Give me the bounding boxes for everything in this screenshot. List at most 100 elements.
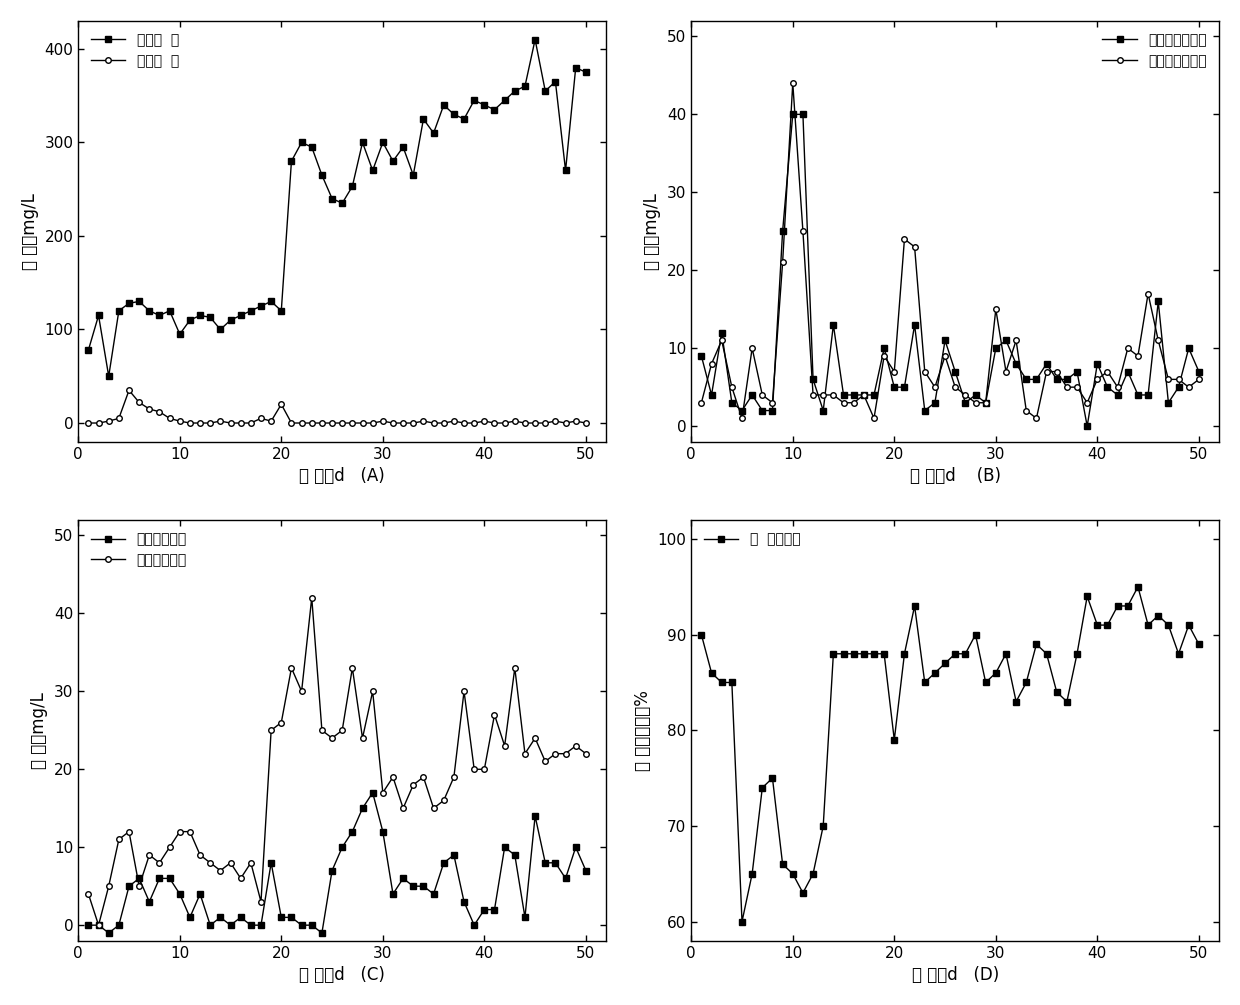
总  氮去除率 [908, 600, 923, 612]
出水确酸盐氮 [405, 779, 420, 791]
进水确酸盐氮 [366, 787, 381, 799]
总  氮去除率 [694, 628, 709, 640]
出水亚确酸盐氮 [1008, 335, 1023, 347]
总  氮去除率 [1121, 600, 1136, 612]
进水氨  氮 [294, 137, 309, 149]
Legend: 进水氨  氮, 出水氨  氮: 进水氨 氮, 出水氨 氮 [86, 28, 185, 73]
总  氮去除率 [704, 667, 719, 679]
出水亚确酸盐氮 [1090, 373, 1105, 385]
进水亚确酸盐氮 [897, 381, 911, 393]
出水确酸盐氮 [568, 740, 583, 752]
进水确酸盐氮 [487, 903, 502, 916]
进水氨  氮 [274, 305, 289, 317]
出水氨  氮 [548, 415, 563, 427]
总  氮去除率 [1110, 600, 1125, 612]
进水氨  氮 [264, 295, 279, 308]
总  氮去除率 [1182, 619, 1197, 631]
出水氨  氮 [325, 417, 340, 429]
总  氮去除率 [1151, 609, 1166, 621]
总  氮去除率 [755, 782, 770, 794]
总  氮去除率 [1070, 648, 1085, 660]
Y-axis label: 浓 度，mg/L: 浓 度，mg/L [31, 691, 48, 769]
进水亚确酸盐氮 [1080, 420, 1095, 432]
总  氮去除率 [734, 916, 749, 928]
总  氮去除率 [897, 648, 911, 660]
总  氮去除率 [1008, 695, 1023, 708]
出水确酸盐氮 [284, 662, 299, 674]
总  氮去除率 [978, 676, 993, 688]
进水确酸盐氮 [264, 857, 279, 869]
出水氨  氮 [396, 417, 410, 429]
出水确酸盐氮 [517, 748, 532, 760]
进水氨  氮 [325, 193, 340, 205]
出水氨  氮 [415, 415, 430, 427]
进水亚确酸盐氮 [928, 397, 942, 409]
出水氨  氮 [81, 417, 95, 429]
总  氮去除率 [887, 734, 901, 746]
进水亚确酸盐氮 [1182, 342, 1197, 354]
总  氮去除率 [1059, 695, 1074, 708]
Legend: 进水确酸盐氮, 出水确酸盐氮: 进水确酸盐氮, 出水确酸盐氮 [86, 527, 192, 573]
进水氨  氮 [497, 94, 512, 107]
总  氮去除率 [988, 667, 1003, 679]
进水确酸盐氮 [131, 872, 146, 884]
进水氨  氮 [415, 113, 430, 125]
进水氨  氮 [558, 165, 573, 177]
进水确酸盐氮 [405, 880, 420, 892]
进水氨  氮 [253, 300, 268, 313]
进水确酸盐氮 [203, 920, 218, 932]
Line: 进水亚确酸盐氮: 进水亚确酸盐氮 [698, 112, 1202, 429]
总  氮去除率 [998, 648, 1013, 660]
出水确酸盐氮 [243, 857, 258, 869]
出水亚确酸盐氮 [1121, 342, 1136, 354]
出水亚确酸盐氮 [857, 389, 872, 401]
出水氨  氮 [294, 417, 309, 429]
出水确酸盐氮 [122, 825, 136, 837]
进水氨  氮 [213, 324, 228, 336]
Legend: 总  氮去除率: 总 氮去除率 [698, 527, 806, 552]
进水氨  氮 [507, 85, 522, 97]
总  氮去除率 [745, 867, 760, 879]
进水氨  氮 [162, 305, 177, 317]
出水亚确酸盐氮 [714, 335, 729, 347]
出水氨  氮 [528, 417, 543, 429]
出水确酸盐氮 [294, 685, 309, 697]
出水亚确酸盐氮 [1080, 397, 1095, 409]
出水亚确酸盐氮 [887, 366, 901, 378]
出水确酸盐氮 [81, 888, 95, 900]
进水氨  氮 [436, 98, 451, 111]
进水氨  氮 [578, 66, 593, 78]
进水氨  氮 [538, 85, 553, 97]
出水确酸盐氮 [172, 825, 187, 837]
出水亚确酸盐氮 [1049, 366, 1064, 378]
进水确酸盐氮 [253, 920, 268, 932]
进水确酸盐氮 [102, 927, 117, 939]
出水氨  氮 [427, 417, 441, 429]
进水氨  氮 [315, 169, 330, 181]
进水亚确酸盐氮 [846, 389, 861, 401]
进水亚确酸盐氮 [877, 342, 892, 354]
Line: 出水亚确酸盐氮: 出水亚确酸盐氮 [698, 80, 1202, 421]
进水确酸盐氮 [507, 849, 522, 861]
出水亚确酸盐氮 [1171, 373, 1185, 385]
X-axis label: 时 间，d   (D): 时 间，d (D) [911, 966, 999, 984]
总  氮去除率 [918, 676, 932, 688]
进水亚确酸盐氮 [968, 389, 983, 401]
出水亚确酸盐氮 [816, 389, 831, 401]
进水确酸盐氮 [304, 920, 319, 932]
出水亚确酸盐氮 [988, 304, 1003, 316]
出水确酸盐氮 [538, 756, 553, 768]
出水确酸盐氮 [315, 725, 330, 737]
出水氨  氮 [284, 417, 299, 429]
出水亚确酸盐氮 [734, 412, 749, 424]
总  氮去除率 [796, 886, 811, 898]
进水亚确酸盐氮 [1151, 295, 1166, 308]
进水确酸盐氮 [578, 864, 593, 876]
进水氨  氮 [366, 165, 381, 177]
总  氮去除率 [724, 676, 739, 688]
出水氨  氮 [264, 415, 279, 427]
出水亚确酸盐氮 [755, 389, 770, 401]
出水氨  氮 [578, 417, 593, 429]
进水氨  氮 [487, 104, 502, 116]
进水确酸盐氮 [91, 920, 105, 932]
